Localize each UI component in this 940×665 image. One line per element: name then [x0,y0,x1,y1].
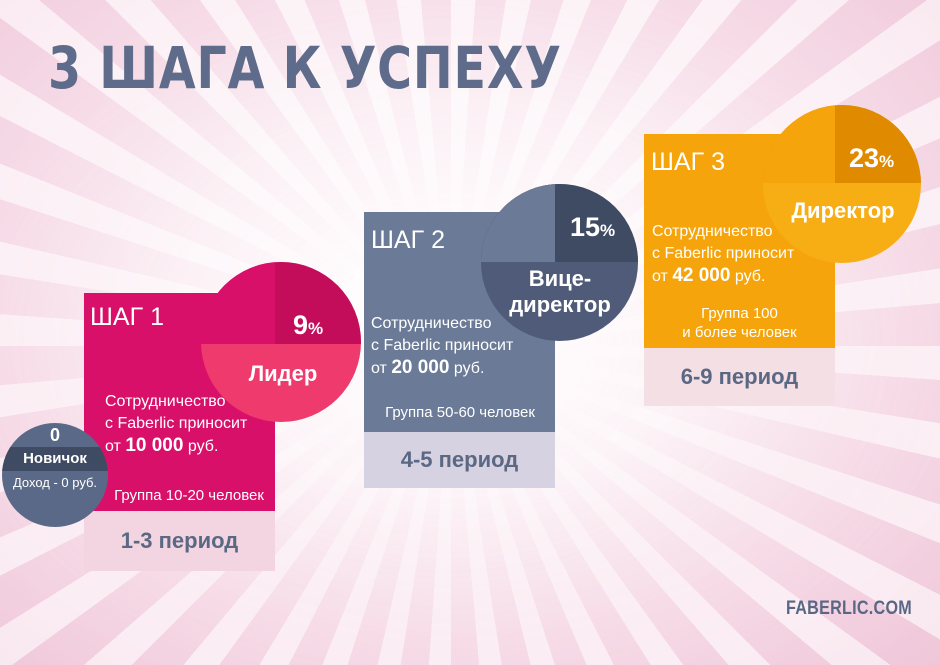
step-3-percent-sign: % [879,152,895,171]
faberlic-logo: FABERLIC.COM [786,598,912,619]
step-2-period: 4-5 период [364,432,555,488]
step-1-group: Группа 10-20 человек [114,487,264,504]
step-2-currency: руб. [453,360,485,377]
step-2-percent: 15% [570,212,615,243]
step-1-circle-overlap [201,262,275,344]
novice-rank: Новичок [23,450,87,467]
page-title: 3 ШАГА К УСПЕХУ [48,34,562,102]
step-3-circle [763,105,921,263]
step-3-amount: 42 000 [672,265,731,286]
step-3-label: ШАГ 3 [651,148,725,176]
step-2-amount: 20 000 [391,357,450,378]
step-2-percent-sign: % [600,221,616,240]
step-2-circle [481,184,638,341]
step-3-currency: руб. [734,268,766,285]
step-3-description: Сотрудничество с Faberlic приносит от 42… [652,221,794,288]
step-1-text-line2: с Faberlic приносит [105,415,248,432]
step-1-text-line1: Сотрудничество [105,393,226,410]
step-2-rank-line1: Вице- [528,266,592,291]
step-1-rank: Лидер [248,361,318,386]
step-3-group-line1: Группа 100 [701,305,778,322]
step-1-circle [201,262,361,422]
step-2-percent-value: 15 [570,212,601,242]
step-1-text-prefix: от [105,438,121,455]
novice-band [2,447,108,471]
step-1-currency: руб. [187,438,219,455]
step-1-label: ШАГ 1 [90,303,164,331]
step-3-text-line1: Сотрудничество [652,223,773,240]
step-2-rank-line2: директор [509,292,611,317]
step-3-circle-overlap [763,105,835,183]
step-3-percent: 23% [849,143,894,174]
step-2-group: Группа 50-60 человек [385,404,535,421]
step-2-description: Сотрудничество с Faberlic приносит от 20… [371,313,513,380]
step-3-text-line2: с Faberlic приносит [652,245,795,262]
step-3-group-line2: и более человек [682,324,797,341]
step-1-period: 1-3 период [84,511,275,571]
step-3-rank: Директор [791,198,895,223]
step-2-label: ШАГ 2 [371,226,445,254]
novice-number: 0 [49,425,60,445]
novice-circle: 0 Новичок Доход - 0 руб. [2,423,108,527]
step-3-group: Группа 100 и более человек [644,304,835,342]
step-1-percent-sign: % [308,319,324,338]
step-3-text-prefix: от [652,268,668,285]
step-1-amount: 10 000 [125,435,184,456]
step-1-percent: 9% [293,310,323,341]
novice-income: Доход - 0 руб. [12,475,98,490]
step-2-text-line1: Сотрудничество [371,315,492,332]
step-1-percent-value: 9 [293,310,309,340]
step-2-rank: Вице- директор [498,266,622,318]
step-1-description: Сотрудничество с Faberlic приносит от 10… [105,391,247,458]
step-2-text-line2: с Faberlic приносит [371,337,514,354]
step-2-circle-overlap [481,184,555,262]
step-2-text-prefix: от [371,360,387,377]
step-3-percent-value: 23 [849,143,880,173]
step-3-period: 6-9 период [644,348,835,406]
